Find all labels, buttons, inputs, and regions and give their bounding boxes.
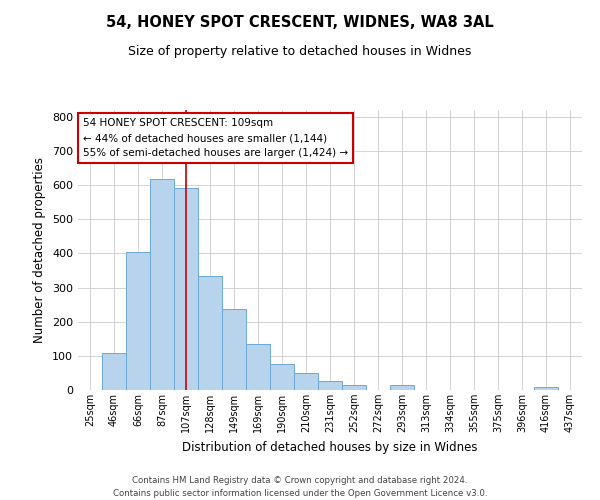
Y-axis label: Number of detached properties: Number of detached properties [34,157,46,343]
Text: 54 HONEY SPOT CRESCENT: 109sqm
← 44% of detached houses are smaller (1,144)
55% : 54 HONEY SPOT CRESCENT: 109sqm ← 44% of … [83,118,348,158]
Bar [246,344,270,390]
Bar [222,309,246,390]
Bar [102,354,126,390]
Bar [342,384,366,390]
Text: Size of property relative to detached houses in Widnes: Size of property relative to detached ho… [128,45,472,58]
Text: Contains HM Land Registry data © Crown copyright and database right 2024.
Contai: Contains HM Land Registry data © Crown c… [113,476,487,498]
Text: 54, HONEY SPOT CRESCENT, WIDNES, WA8 3AL: 54, HONEY SPOT CRESCENT, WIDNES, WA8 3AL [106,15,494,30]
Bar [150,180,174,390]
Bar [534,388,558,390]
Bar [390,385,414,390]
Bar [126,252,150,390]
Bar [318,382,342,390]
Bar [270,364,294,390]
Bar [294,374,318,390]
X-axis label: Distribution of detached houses by size in Widnes: Distribution of detached houses by size … [182,440,478,454]
Bar [198,276,222,390]
Bar [174,188,198,390]
